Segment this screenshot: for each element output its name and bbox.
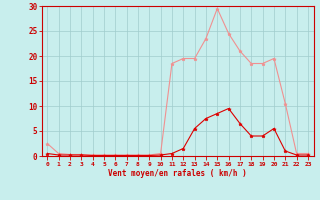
X-axis label: Vent moyen/en rafales ( km/h ): Vent moyen/en rafales ( km/h ) bbox=[108, 169, 247, 178]
